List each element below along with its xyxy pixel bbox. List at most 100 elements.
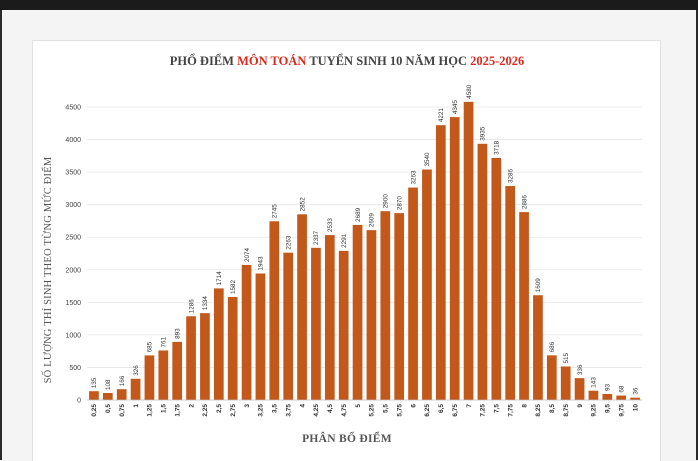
bar-value-label: 135: [91, 377, 98, 388]
x-tick-label: 10: [632, 404, 639, 412]
y-tick-label: 4000: [65, 137, 81, 144]
bar: [435, 125, 446, 400]
x-tick-label: 4: [299, 404, 306, 408]
bar: [602, 393, 613, 400]
y-tick-label: 2000: [65, 267, 81, 274]
bar: [227, 297, 238, 400]
bar-value-label: 143: [591, 377, 598, 388]
bar-value-label: 166: [119, 375, 126, 386]
bar: [116, 389, 127, 400]
bar-value-label: 3263: [410, 170, 417, 185]
bar-value-label: 2263: [285, 235, 292, 250]
bar: [491, 157, 502, 400]
left-edge: [0, 10, 2, 460]
x-tick-label: 7,75: [507, 404, 514, 417]
title-subject: MÔN TOÁN: [237, 54, 306, 68]
x-tick-label: 0,5: [105, 404, 112, 413]
title-part-1: PHỔ ĐIỂM: [170, 53, 237, 68]
gridlines: [87, 106, 642, 368]
bar-value-label: 1582: [230, 279, 237, 294]
y-axis-label: SỐ LƯỢNG THÍ SINH THEO TỪNG MỨC ĐIỂM: [41, 156, 54, 383]
x-tick-label: 2: [188, 404, 195, 408]
y-tick-label: 3000: [65, 202, 81, 209]
x-tick-label: 6,25: [424, 404, 431, 417]
y-tick-label: 3500: [65, 170, 81, 177]
value-labels: 135 108 166 326 685 761 893 1286 1334 1714 1582 207…: [91, 84, 639, 394]
x-tick-label: 9,25: [591, 404, 598, 417]
bar: [366, 230, 377, 400]
bar-value-label: 685: [147, 341, 154, 352]
x-tick-label: 2,75: [230, 404, 237, 417]
bar: [352, 224, 363, 400]
x-tick-label: 0,25: [91, 404, 98, 417]
bar: [574, 378, 585, 400]
bar-value-label: 2609: [369, 213, 376, 228]
x-tick-label: 4,5: [327, 404, 334, 413]
x-tick-label: 6: [410, 404, 417, 408]
top-bar: [0, 0, 698, 10]
bar: [588, 390, 599, 400]
bar-value-label: 2852: [299, 197, 306, 212]
bar: [158, 350, 169, 400]
bar-value-label: 893: [174, 328, 181, 339]
bar-value-label: 3540: [424, 152, 431, 167]
bar: [241, 264, 252, 400]
bar: [394, 213, 405, 400]
bar-value-label: 36: [632, 387, 639, 395]
bar: [102, 392, 113, 400]
y-tick-label: 1500: [65, 300, 81, 307]
bar-value-label: 2291: [341, 233, 348, 248]
bar: [422, 169, 432, 400]
bar: [477, 143, 488, 400]
bar-value-label: 93: [605, 383, 612, 391]
y-tick-label: 1000: [65, 332, 81, 339]
x-tick-label: 6,5: [438, 404, 445, 413]
bar: [186, 316, 196, 400]
bar: [255, 273, 266, 400]
x-tick-label: 1: [133, 404, 140, 408]
x-tick-label: 9,5: [605, 404, 612, 413]
bar: [213, 288, 224, 400]
x-tick-label: 4,75: [341, 404, 348, 417]
x-tick-label: 1,25: [147, 404, 154, 417]
bar: [130, 378, 141, 400]
x-tick-label: 9: [577, 404, 584, 408]
bar-value-label: 2533: [327, 218, 334, 233]
bar-value-label: 515: [563, 352, 570, 363]
bar: [519, 212, 529, 400]
bar-value-label: 1334: [202, 296, 209, 311]
bar: [144, 355, 155, 400]
bar-value-label: 1714: [216, 271, 223, 286]
bar-value-label: 686: [549, 341, 556, 352]
right-edge: [696, 10, 698, 460]
bar-value-label: 2337: [313, 230, 320, 245]
bar-value-label: 2900: [383, 194, 390, 209]
chart-title: PHỔ ĐIỂM MÔN TOÁN TUYỂN SINH 10 NĂM HỌC …: [170, 53, 525, 68]
x-tick-label: 6,75: [452, 404, 459, 417]
bar-value-label: 3286: [507, 169, 514, 184]
bar-value-label: 3935: [480, 126, 487, 141]
bar: [630, 397, 640, 400]
bar-value-label: 1286: [188, 299, 195, 314]
bar-value-label: 4221: [438, 108, 445, 123]
x-tick-label: 3,5: [272, 404, 279, 413]
x-tick-label: 7: [466, 404, 473, 408]
x-tick-label: 5: [355, 404, 362, 408]
bar: [533, 295, 543, 400]
bar: [269, 221, 280, 400]
y-tick-label: 500: [69, 365, 81, 372]
x-tick-label: 8,25: [535, 404, 542, 417]
bar-value-label: 326: [133, 365, 140, 376]
bar-value-label: 1609: [535, 278, 542, 293]
bar-value-label: 2870: [396, 196, 403, 211]
y-tick-label: 2500: [65, 235, 81, 242]
bar-value-label: 108: [105, 379, 112, 390]
x-axis-label: PHÂN BỔ ĐIỂM: [302, 430, 392, 445]
bar-value-label: 336: [577, 364, 584, 375]
bar: [283, 252, 294, 400]
bar: [546, 355, 557, 400]
x-tick-label: 3,25: [258, 404, 265, 417]
x-tick-label: 2,5: [216, 404, 223, 413]
x-tick-label: 8,75: [563, 404, 570, 417]
x-tick-label: 3: [244, 404, 251, 408]
